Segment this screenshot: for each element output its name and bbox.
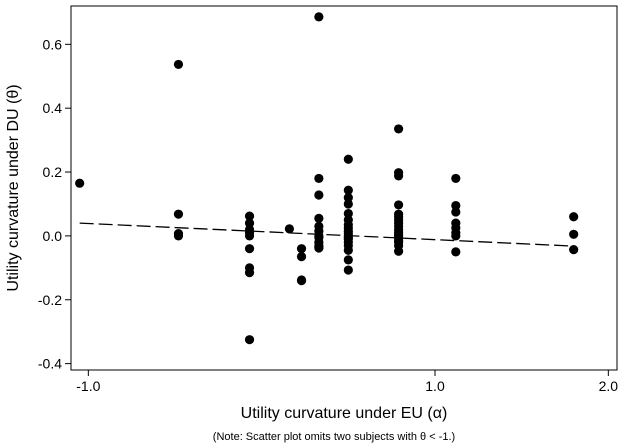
data-point [244, 244, 255, 254]
data-point [173, 231, 184, 241]
data-point [75, 178, 85, 188]
data-point [394, 124, 404, 134]
data-point [451, 231, 461, 241]
data-point [394, 171, 404, 181]
y-tick-label: 0.0 [43, 228, 63, 244]
y-axis-label: Utility curvature under DU (θ) [5, 84, 22, 291]
y-tick-label: 0.4 [43, 100, 63, 116]
fit-line [79, 222, 574, 247]
data-point [244, 268, 255, 278]
data-point [343, 265, 353, 275]
data-point [343, 192, 353, 203]
data-point [569, 229, 579, 239]
data-point [569, 212, 579, 222]
x-tick-label: 1.0 [425, 378, 445, 394]
plot-frame [70, 5, 618, 371]
data-point [314, 12, 324, 22]
data-point [314, 213, 324, 223]
footnote: (Note: Scatter plot omits two subjects w… [213, 431, 455, 443]
data-point [244, 218, 255, 228]
x-axis: -1.0 1.0 2.0 [76, 370, 618, 394]
data-point [296, 252, 307, 262]
data-point [451, 200, 461, 211]
y-tick-label: -0.4 [38, 356, 62, 372]
data-point [451, 247, 461, 257]
data-point [296, 275, 307, 286]
data-point [244, 211, 255, 221]
data-point [314, 190, 324, 200]
data-point [173, 59, 184, 70]
data-point [244, 231, 255, 241]
data-point [284, 224, 294, 234]
x-tick-label: 2.0 [599, 378, 619, 394]
data-point [343, 199, 353, 209]
y-tick-label: 0.6 [43, 36, 63, 52]
data-point [343, 255, 353, 265]
data-point [394, 246, 404, 256]
data-point [314, 243, 324, 253]
data-point [244, 335, 255, 345]
data-point [343, 208, 353, 219]
x-tick-label: -1.0 [76, 378, 100, 394]
y-axis: -0.4 -0.2 0.0 0.2 0.4 0.6 [38, 36, 71, 372]
data-point [569, 245, 579, 255]
data-point [394, 200, 404, 210]
data-point [173, 209, 184, 219]
data-point [451, 207, 461, 217]
y-tick-label: 0.2 [43, 164, 63, 180]
data-point [451, 173, 461, 184]
data-point [343, 245, 353, 255]
x-axis-label: Utility curvature under EU (α) [241, 405, 448, 422]
data-point [314, 173, 324, 184]
scatter-points [75, 12, 579, 345]
data-point [343, 154, 353, 164]
y-tick-label: -0.2 [38, 292, 62, 308]
data-point [296, 244, 307, 254]
data-point [343, 185, 353, 195]
